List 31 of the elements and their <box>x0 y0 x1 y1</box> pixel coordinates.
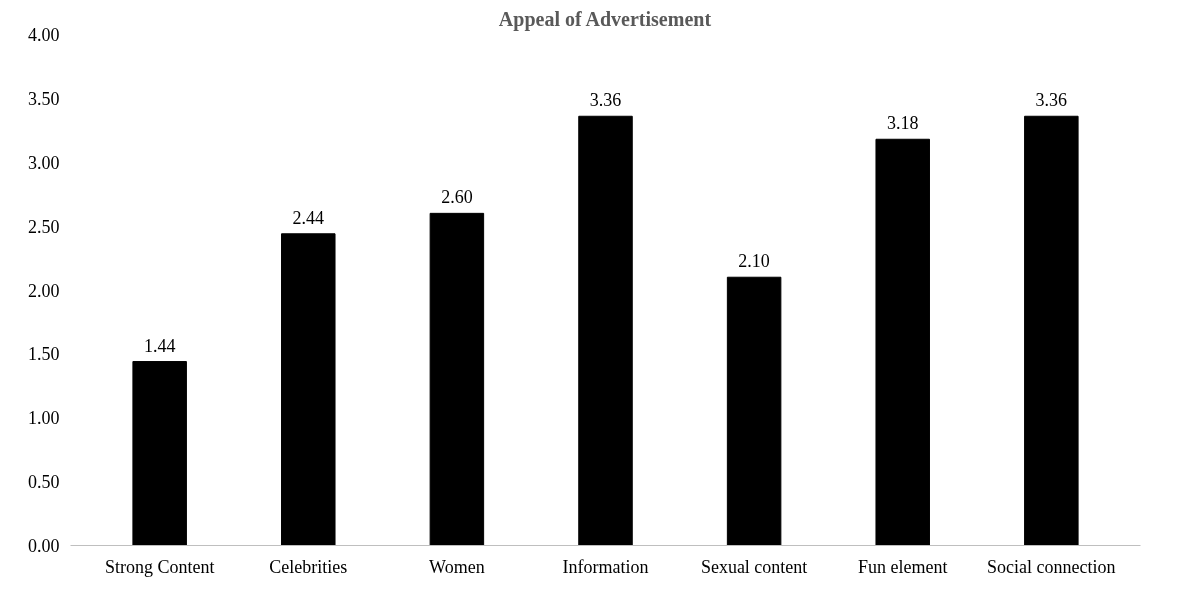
data-label: 1.44 <box>143 335 176 356</box>
bar <box>1024 115 1079 546</box>
bar <box>578 115 633 546</box>
data-label: 2.44 <box>292 207 325 228</box>
y-tick-label: 2.50 <box>28 216 60 237</box>
y-tick-label: 1.00 <box>28 408 60 429</box>
data-label: 3.18 <box>886 113 919 134</box>
bar <box>726 276 782 546</box>
y-tick-label: 4.00 <box>28 25 60 45</box>
x-tick-label: Women <box>429 556 485 577</box>
bar <box>875 138 930 546</box>
data-label: 3.36 <box>589 90 622 111</box>
bar <box>429 212 485 546</box>
bar <box>281 233 336 546</box>
y-tick-label: 1.50 <box>28 344 60 365</box>
data-label: 2.60 <box>441 187 473 208</box>
data-label: 3.36 <box>1035 90 1068 111</box>
x-tick-label: Social connection <box>987 556 1116 577</box>
bar <box>132 361 187 546</box>
y-tick-label: 3.00 <box>28 152 60 173</box>
y-tick-label: 3.50 <box>28 88 60 109</box>
x-tick-label: Strong Content <box>104 556 215 577</box>
y-tick-label: 0.50 <box>28 472 60 493</box>
x-tick-label: Celebrities <box>269 556 348 577</box>
x-tick-label: Fun element <box>857 556 948 577</box>
x-tick-label: Information <box>562 556 649 577</box>
y-tick-label: 0.00 <box>28 536 60 556</box>
x-tick-label: Sexual content <box>700 556 808 577</box>
y-tick-label: 2.00 <box>28 280 60 301</box>
chart-title: Appeal of Advertisement <box>498 7 712 31</box>
data-label: 2.10 <box>738 251 770 272</box>
